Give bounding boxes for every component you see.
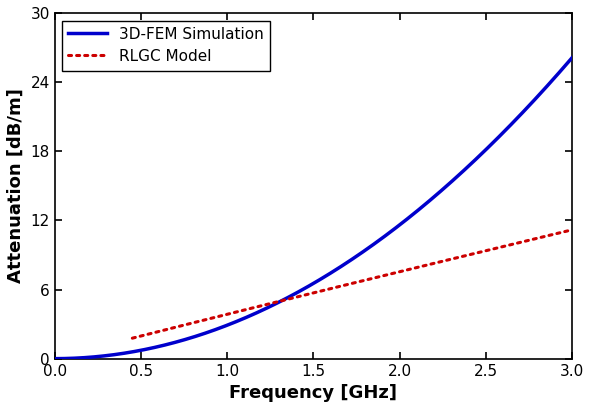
3D-FEM Simulation (569, 56, 576, 61)
Line: 3D-FEM Simulation: 3D-FEM Simulation (55, 58, 572, 359)
3D-FEM Simulation (51, 356, 59, 361)
RLGC Model (334, 285, 341, 290)
RLGC Model (358, 279, 365, 283)
RLGC Model (378, 274, 385, 279)
3D-FEM Simulation (553, 73, 560, 78)
3D-FEM Simulation (289, 292, 296, 297)
3D-FEM Simulation (303, 285, 310, 290)
Legend: 3D-FEM Simulation, RLGC Model: 3D-FEM Simulation, RLGC Model (63, 20, 269, 71)
RLGC Model (480, 249, 488, 254)
RLGC Model (210, 315, 217, 320)
RLGC Model (129, 336, 136, 341)
X-axis label: Frequency [GHz]: Frequency [GHz] (229, 384, 397, 402)
Line: RLGC Model: RLGC Model (132, 230, 572, 338)
3D-FEM Simulation (77, 355, 85, 360)
RLGC Model (202, 317, 209, 322)
RLGC Model (569, 227, 576, 232)
Y-axis label: Attenuation [dB/m]: Attenuation [dB/m] (7, 88, 25, 283)
3D-FEM Simulation (553, 73, 560, 78)
3D-FEM Simulation (459, 170, 466, 175)
